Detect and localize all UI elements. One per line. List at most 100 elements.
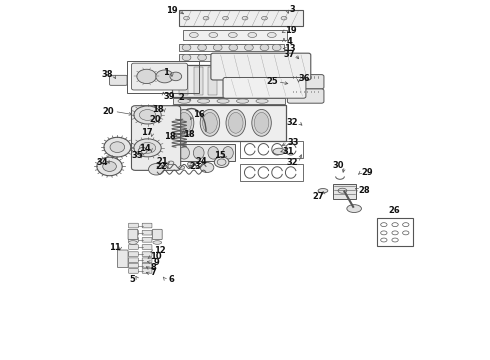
Text: 27: 27: [312, 192, 324, 201]
Text: 18: 18: [183, 130, 195, 139]
Ellipse shape: [134, 106, 161, 124]
Text: 5: 5: [129, 275, 135, 284]
Text: 10: 10: [150, 252, 162, 261]
Ellipse shape: [137, 69, 156, 84]
Ellipse shape: [318, 189, 328, 193]
Text: 30: 30: [333, 161, 344, 170]
Text: 28: 28: [359, 185, 370, 194]
FancyBboxPatch shape: [142, 269, 152, 273]
Ellipse shape: [128, 241, 137, 244]
Ellipse shape: [281, 17, 287, 20]
Ellipse shape: [182, 44, 191, 51]
Text: 20: 20: [149, 115, 161, 124]
Ellipse shape: [272, 44, 281, 51]
Text: 2: 2: [179, 93, 185, 102]
Bar: [240, 141, 303, 158]
Ellipse shape: [104, 137, 131, 157]
Bar: [127, 62, 199, 93]
Ellipse shape: [156, 70, 173, 83]
Ellipse shape: [229, 54, 238, 61]
Bar: [173, 98, 285, 104]
Text: 34: 34: [97, 158, 109, 167]
Text: 8: 8: [150, 263, 156, 272]
FancyBboxPatch shape: [211, 53, 311, 80]
Ellipse shape: [103, 161, 116, 171]
Bar: [333, 184, 356, 199]
Bar: [238, 67, 246, 95]
Ellipse shape: [256, 99, 268, 103]
FancyBboxPatch shape: [128, 245, 138, 249]
Ellipse shape: [182, 54, 191, 61]
FancyBboxPatch shape: [131, 63, 188, 90]
FancyBboxPatch shape: [142, 245, 152, 249]
FancyBboxPatch shape: [128, 263, 138, 268]
FancyBboxPatch shape: [128, 252, 138, 256]
Ellipse shape: [260, 54, 269, 61]
Ellipse shape: [272, 54, 281, 61]
Bar: [208, 67, 217, 95]
Bar: [376, 217, 413, 246]
Ellipse shape: [245, 44, 253, 51]
Text: 37: 37: [283, 50, 294, 59]
FancyBboxPatch shape: [142, 252, 152, 256]
Text: 32: 32: [287, 118, 298, 127]
Text: 4: 4: [287, 37, 293, 46]
FancyBboxPatch shape: [128, 269, 138, 273]
Text: 35: 35: [131, 151, 143, 160]
Ellipse shape: [148, 163, 164, 175]
Bar: [179, 54, 284, 62]
Text: 39: 39: [164, 91, 175, 100]
Ellipse shape: [248, 32, 257, 37]
Ellipse shape: [254, 112, 269, 133]
Text: 19: 19: [286, 26, 297, 35]
Ellipse shape: [188, 162, 194, 166]
Ellipse shape: [197, 99, 210, 103]
Ellipse shape: [202, 112, 217, 133]
Text: 15: 15: [214, 151, 225, 160]
Polygon shape: [179, 10, 303, 26]
Text: 22: 22: [155, 162, 167, 171]
Bar: [179, 44, 284, 51]
FancyBboxPatch shape: [142, 230, 152, 235]
Text: 25: 25: [266, 77, 278, 86]
Text: 20: 20: [103, 107, 114, 116]
Text: 32: 32: [287, 158, 298, 167]
Ellipse shape: [153, 241, 162, 244]
FancyBboxPatch shape: [223, 77, 306, 98]
Bar: [183, 30, 288, 40]
Ellipse shape: [139, 109, 156, 120]
Text: 6: 6: [168, 275, 174, 284]
Ellipse shape: [200, 109, 220, 136]
Ellipse shape: [268, 32, 276, 37]
Ellipse shape: [260, 44, 269, 51]
Ellipse shape: [237, 99, 248, 103]
Ellipse shape: [213, 44, 222, 51]
FancyBboxPatch shape: [142, 223, 152, 228]
Bar: [194, 67, 202, 95]
Ellipse shape: [208, 147, 219, 159]
Bar: [223, 67, 232, 95]
FancyBboxPatch shape: [128, 229, 138, 240]
Ellipse shape: [138, 148, 147, 154]
Ellipse shape: [174, 109, 194, 136]
Ellipse shape: [139, 143, 156, 153]
Ellipse shape: [222, 17, 228, 20]
Ellipse shape: [190, 32, 198, 37]
Text: 29: 29: [361, 168, 372, 177]
Ellipse shape: [228, 32, 237, 37]
Text: 26: 26: [389, 206, 400, 215]
Text: 33: 33: [288, 138, 299, 147]
FancyBboxPatch shape: [128, 223, 138, 228]
FancyBboxPatch shape: [117, 250, 128, 267]
Ellipse shape: [252, 109, 271, 136]
Ellipse shape: [177, 112, 192, 133]
Text: 23: 23: [190, 162, 201, 171]
Ellipse shape: [214, 157, 229, 167]
Text: 11: 11: [109, 243, 121, 252]
Text: 16: 16: [193, 111, 205, 120]
Text: 36: 36: [298, 74, 310, 83]
Ellipse shape: [110, 142, 124, 153]
Ellipse shape: [97, 157, 122, 176]
Bar: [179, 67, 188, 95]
Ellipse shape: [198, 54, 206, 61]
